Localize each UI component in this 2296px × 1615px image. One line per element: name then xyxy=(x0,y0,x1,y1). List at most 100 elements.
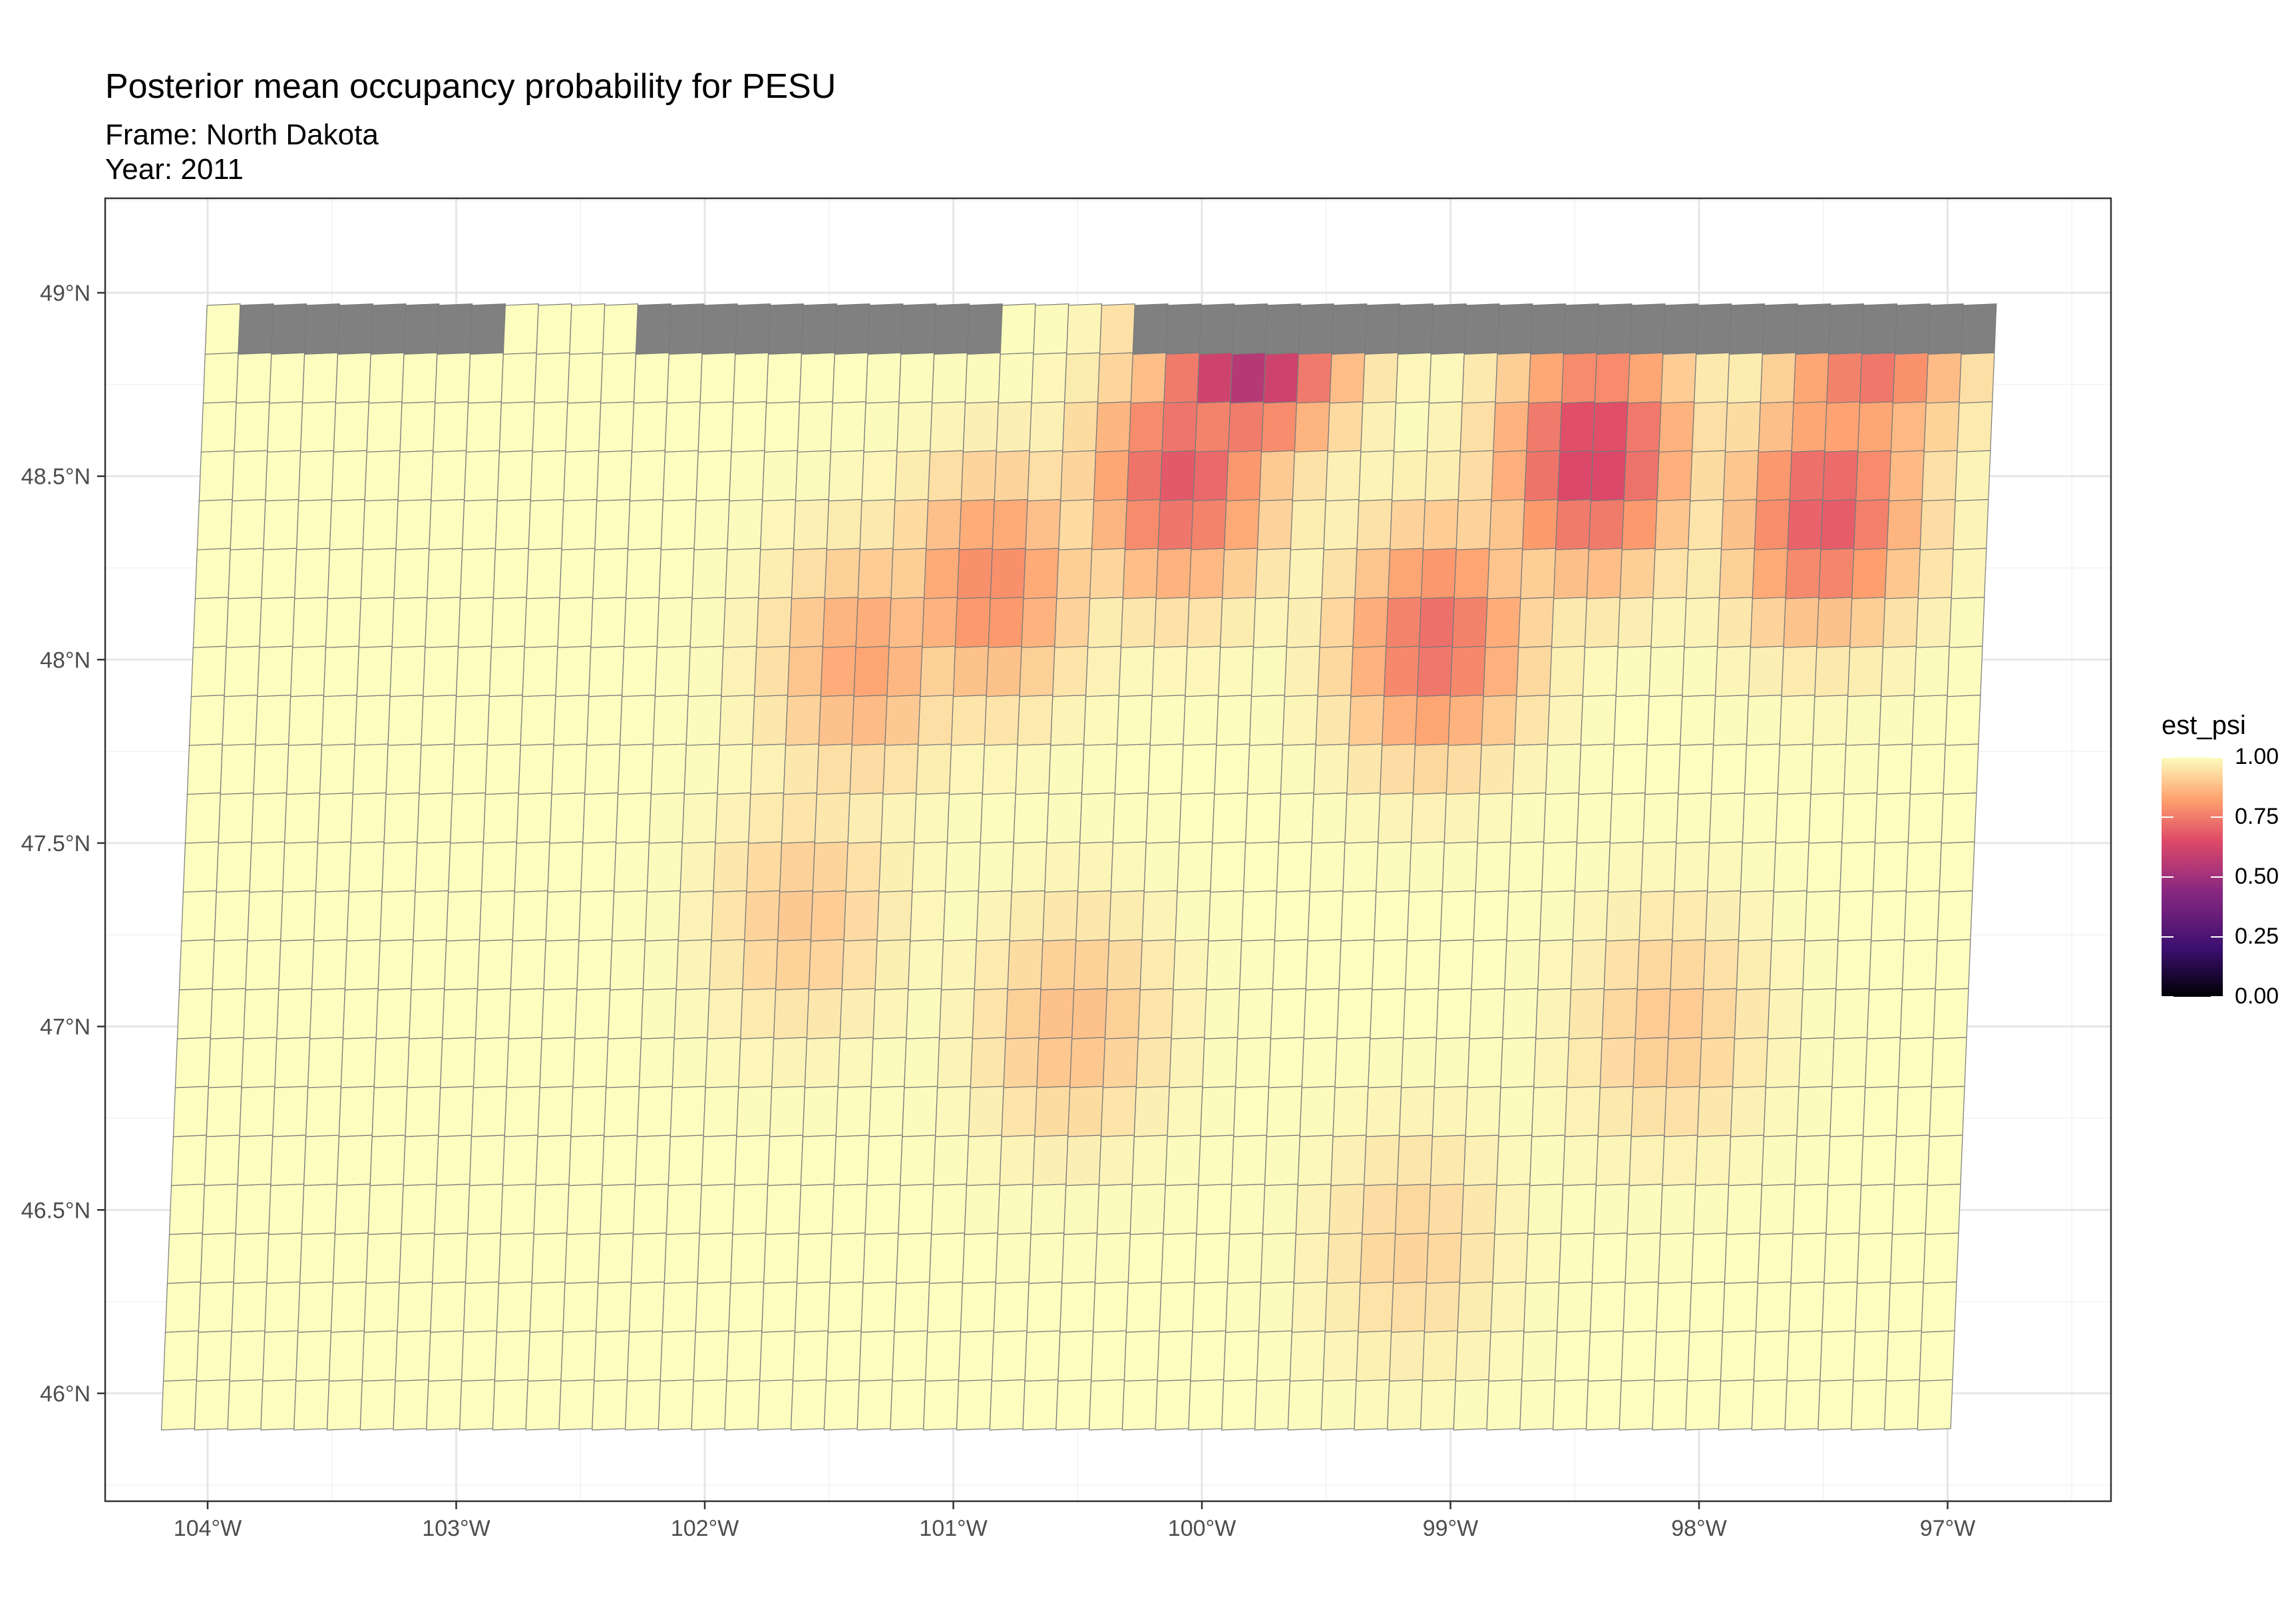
map-cell xyxy=(997,1183,1034,1235)
map-cell xyxy=(1061,1232,1098,1284)
map-cell xyxy=(707,987,743,1039)
map-cell xyxy=(898,1183,934,1235)
map-cell xyxy=(1088,1379,1125,1431)
map-cell xyxy=(1097,352,1133,404)
map-cell xyxy=(265,450,301,502)
map-cell xyxy=(1264,303,1301,355)
map-cell xyxy=(1441,841,1478,893)
map-cell xyxy=(727,498,763,550)
map-cell xyxy=(364,450,401,502)
map-cell xyxy=(648,792,685,844)
map-cell xyxy=(750,743,787,795)
x-tick-label: 102°W xyxy=(671,1516,739,1541)
map-cell xyxy=(1040,939,1077,991)
map-cell xyxy=(1390,1281,1428,1333)
map-cell xyxy=(658,1379,694,1431)
map-cell xyxy=(1422,1330,1458,1382)
map-cell xyxy=(1555,498,1592,550)
map-cell xyxy=(1757,1232,1794,1284)
map-cell xyxy=(1276,841,1312,893)
map-cell xyxy=(192,596,229,648)
map-cell xyxy=(839,987,876,1039)
map-cell xyxy=(1021,596,1057,648)
map-cell xyxy=(960,450,997,502)
map-cell xyxy=(1013,792,1050,844)
map-cell xyxy=(1230,352,1266,404)
map-cell xyxy=(796,1232,833,1284)
map-cell xyxy=(1695,1135,1732,1186)
map-cell xyxy=(502,1135,538,1186)
map-cell xyxy=(826,498,862,550)
map-cell xyxy=(845,841,882,893)
map-cell xyxy=(804,1037,841,1089)
map-cell xyxy=(1033,303,1069,355)
map-cell xyxy=(1116,694,1153,746)
map-cell xyxy=(701,1135,737,1186)
map-cell xyxy=(1264,1135,1300,1186)
map-cell xyxy=(1143,841,1180,893)
map-cell xyxy=(1819,1330,1856,1382)
map-cell xyxy=(1876,743,1913,795)
map-cell xyxy=(1100,1085,1137,1137)
map-cell xyxy=(1287,1379,1324,1431)
map-cell xyxy=(1949,596,1985,648)
map-cell xyxy=(1491,450,1527,502)
map-cell xyxy=(1258,450,1295,502)
map-cell xyxy=(393,548,430,600)
map-cell xyxy=(1884,548,1921,600)
map-cell xyxy=(1504,939,1541,991)
map-cell xyxy=(924,1330,962,1382)
map-cell xyxy=(1943,743,1979,795)
map-cell xyxy=(1957,401,1993,452)
map-cell xyxy=(1549,645,1586,697)
map-cell xyxy=(764,401,801,452)
map-cell xyxy=(849,743,886,795)
map-cell xyxy=(1887,1281,1924,1333)
map-cell xyxy=(1769,939,1806,991)
map-cell xyxy=(267,401,303,452)
map-cell xyxy=(633,352,670,404)
map-cell xyxy=(1692,401,1728,452)
map-cell xyxy=(1485,596,1521,648)
map-cell xyxy=(1847,645,1884,697)
map-cell xyxy=(725,548,761,600)
map-cell xyxy=(467,1183,503,1235)
map-cell xyxy=(496,1281,532,1333)
map-cell xyxy=(471,1085,507,1137)
map-cell xyxy=(1467,1037,1503,1089)
map-cell xyxy=(830,401,866,452)
map-cell xyxy=(978,841,1014,893)
map-cell xyxy=(1824,401,1861,452)
map-cell xyxy=(673,987,710,1039)
map-cell xyxy=(1226,450,1262,502)
map-cell xyxy=(1672,890,1708,942)
map-cell xyxy=(1794,1135,1831,1186)
map-cell xyxy=(1792,1183,1829,1235)
map-cell xyxy=(1118,645,1155,697)
map-cell xyxy=(367,1183,404,1235)
map-cell xyxy=(1227,1232,1264,1284)
map-cell xyxy=(1046,792,1083,844)
map-cell xyxy=(1414,694,1451,746)
map-cell xyxy=(317,792,353,844)
map-cell xyxy=(942,890,979,942)
map-cell xyxy=(1755,1281,1792,1333)
map-cell xyxy=(1254,1379,1290,1431)
map-cell xyxy=(904,1037,940,1089)
map-cell xyxy=(206,1085,242,1137)
map-cell xyxy=(334,1183,371,1235)
map-cell xyxy=(1185,645,1221,697)
map-cell xyxy=(1218,645,1254,697)
map-cell xyxy=(602,303,639,355)
map-cell xyxy=(328,1330,365,1382)
map-cell xyxy=(231,1281,268,1333)
map-cell xyxy=(463,450,500,502)
map-cell xyxy=(1235,1037,1272,1089)
map-cell xyxy=(789,596,825,648)
map-cell xyxy=(1814,645,1851,697)
map-cell xyxy=(1787,498,1823,550)
map-cell xyxy=(567,352,604,404)
map-cell xyxy=(1457,1281,1493,1333)
map-cell xyxy=(1621,498,1658,550)
